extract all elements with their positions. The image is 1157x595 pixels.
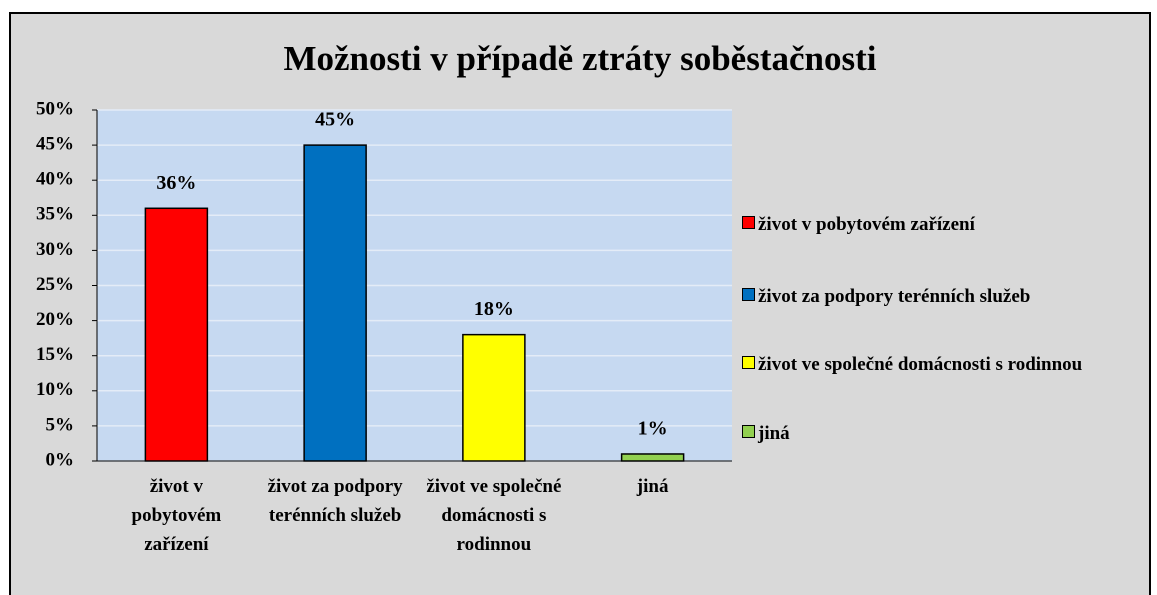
- legend-entry: život v pobytovém zařízení: [742, 210, 1142, 239]
- y-tick-label: 15%: [36, 344, 74, 365]
- legend-entry: život za podpory terénních služeb: [742, 282, 1142, 311]
- bar: [303, 144, 367, 462]
- bar: [144, 207, 209, 462]
- legend-label: jiná: [758, 423, 790, 444]
- bar: [620, 453, 685, 462]
- data-label: 45%: [315, 109, 355, 131]
- data-label: 36%: [156, 172, 196, 194]
- legend-entry: jiná: [742, 419, 1142, 448]
- legend-swatch: [742, 425, 755, 438]
- y-tick-label: 45%: [36, 133, 74, 154]
- y-tick-label: 20%: [36, 309, 74, 330]
- x-tick-label: život v pobytovém zařízení: [131, 476, 222, 555]
- y-tick-label: 50%: [36, 98, 74, 119]
- legend-swatch: [742, 288, 755, 301]
- y-tick-label: 25%: [36, 274, 74, 295]
- legend-entry: život ve společné domácnosti s rodinnou: [742, 350, 1142, 379]
- chart-title: Možnosti v případě ztráty soběstačnosti: [283, 39, 876, 78]
- y-tick-label: 35%: [36, 204, 74, 225]
- data-label: 1%: [638, 418, 668, 440]
- y-tick-label: 30%: [36, 239, 74, 260]
- legend-label: život za podpory terénních služeb: [758, 286, 1031, 307]
- legend-label: život ve společné domácnosti s rodinnou: [758, 354, 1083, 375]
- y-tick-label: 5%: [46, 414, 75, 435]
- x-tick-label: život za podpory terénních služeb: [267, 476, 403, 526]
- legend-swatch: [742, 216, 755, 229]
- x-tick-label: život ve společné domácnosti s rodinnou: [426, 476, 562, 555]
- y-tick-label: 0%: [46, 449, 75, 470]
- legend-label: život v pobytovém zařízení: [758, 214, 975, 235]
- data-label: 18%: [474, 298, 514, 320]
- y-tick-label: 40%: [36, 169, 74, 190]
- y-tick-label: 10%: [36, 379, 74, 400]
- bar: [462, 333, 526, 462]
- legend-swatch: [742, 356, 755, 369]
- x-tick-label: jiná: [636, 476, 669, 497]
